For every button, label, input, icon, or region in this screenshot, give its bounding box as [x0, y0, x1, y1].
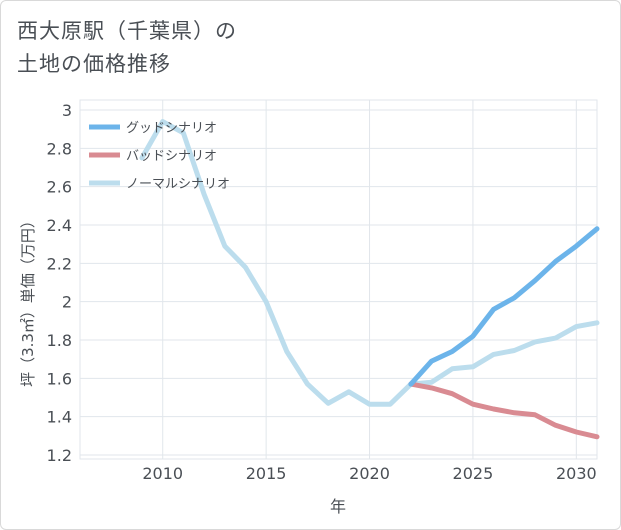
x-tick-label: 2025 — [453, 464, 494, 483]
y-axis-ticks: 1.2 1.4 1.6 1.8 2 2.2 2.4 2.6 2.8 3 — [47, 101, 72, 465]
x-tick-label: 2020 — [349, 464, 390, 483]
series-line-normal — [139, 119, 600, 407]
x-tick-label: 2015 — [246, 464, 287, 483]
grid-lines — [80, 100, 597, 459]
chart-title: 西大原駅（千葉県）の 土地の価格推移 — [17, 15, 237, 81]
legend-label-normal: ノーマルシナリオ — [126, 177, 230, 192]
series-line-good — [408, 226, 600, 387]
y-tick-label: 1.4 — [47, 408, 72, 427]
legend-label-good: グッドシナリオ — [126, 121, 217, 136]
y-axis-label: 坪（3.3㎡）単価（万円） — [19, 213, 37, 387]
legend-label-bad: バッドシナリオ — [126, 149, 217, 164]
y-tick-label: 1.2 — [47, 446, 72, 465]
chart-title-line-2: 土地の価格推移 — [17, 52, 171, 76]
y-tick-label: 2.4 — [47, 216, 72, 235]
y-tick-label: 2.6 — [47, 178, 72, 197]
series-line-bad — [408, 381, 600, 440]
x-tick-label: 2010 — [142, 464, 183, 483]
series-lines — [139, 119, 600, 440]
x-axis-ticks: 2010 2015 2020 2025 2030 — [142, 464, 596, 483]
y-tick-label: 3 — [62, 101, 72, 120]
y-tick-label: 2 — [62, 293, 72, 312]
chart-title-line-1: 西大原駅（千葉県）の — [17, 19, 237, 43]
y-tick-label: 2.8 — [47, 139, 72, 158]
x-axis-label: 年 — [330, 497, 346, 516]
x-tick-label: 2030 — [556, 464, 597, 483]
y-tick-label: 1.8 — [47, 331, 72, 350]
y-tick-label: 1.6 — [47, 369, 72, 388]
y-tick-label: 2.2 — [47, 254, 72, 273]
